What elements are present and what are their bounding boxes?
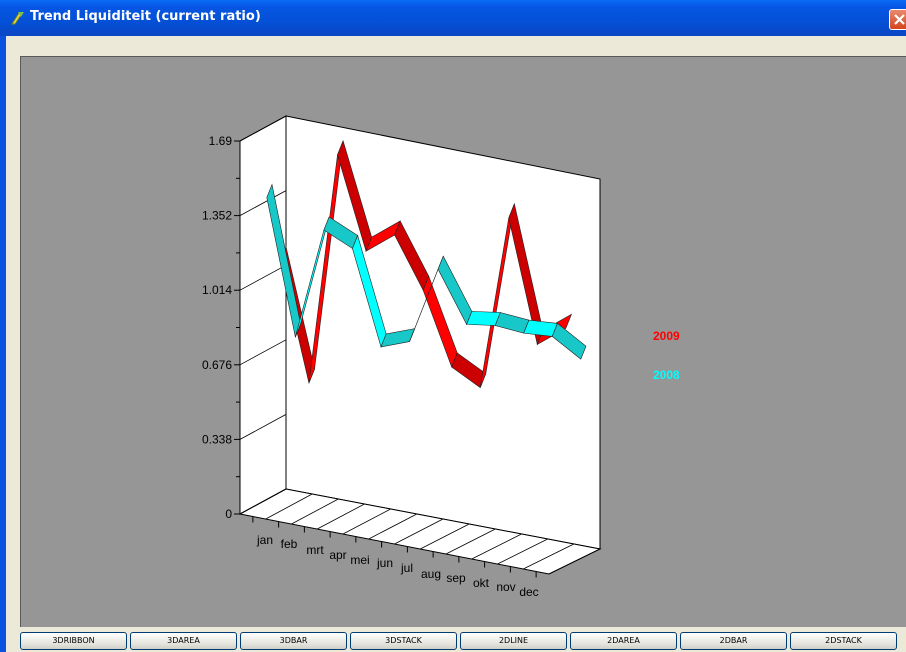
- ribbon-segment-2008: [466, 311, 501, 326]
- x-tick-label: mei: [350, 553, 369, 567]
- wall-grid-line: [239, 264, 287, 291]
- x-tick-label: feb: [281, 537, 298, 551]
- y-tick-label: 0.338: [202, 432, 232, 446]
- left-wall: [239, 115, 287, 515]
- wall-grid-line: [239, 488, 287, 515]
- y-tick-label: 1.69: [209, 134, 233, 148]
- y-tick-label: 1.352: [202, 209, 232, 223]
- floor-grid-line: [342, 508, 391, 535]
- x-tick-label: apr: [329, 548, 346, 562]
- wall-grid-line: [239, 190, 287, 216]
- wall-grid-line: [239, 414, 287, 440]
- ribbon-segment-2008: [551, 322, 587, 360]
- floor-grid-line: [445, 528, 496, 555]
- x-tick-label: sep: [446, 571, 466, 585]
- floor-grid-line: [394, 518, 444, 545]
- chart-type-button-3dribbon[interactable]: 3DRIBBON: [20, 632, 127, 650]
- ribbon-segment-2008: [523, 319, 558, 337]
- chart-type-button-2dstack[interactable]: 2DSTACK: [790, 632, 897, 650]
- chart-type-button-2dbar[interactable]: 2DBAR: [680, 632, 787, 650]
- window-frame: [0, 36, 6, 652]
- x-tick-label: jul: [400, 561, 413, 575]
- y-tick-label: 0: [225, 507, 232, 521]
- y-tick-label: 0.676: [202, 358, 232, 372]
- close-button[interactable]: [889, 9, 906, 30]
- close-icon: [894, 14, 905, 25]
- chart-type-button-3darea[interactable]: 3DAREA: [130, 632, 237, 650]
- floor-grid-line: [265, 493, 313, 520]
- floor-grid-line: [291, 498, 339, 525]
- x-tick-label: dec: [519, 585, 538, 599]
- floor-grid-line: [471, 533, 522, 560]
- chart-type-button-3dstack[interactable]: 3DSTACK: [350, 632, 457, 650]
- chart: 0 0.338 0.676 1.014 1.352 1.69 jan feb mrt apr mei…: [202, 115, 602, 599]
- chart-type-button-2darea[interactable]: 2DAREA: [570, 632, 677, 650]
- wall-grid-line: [239, 339, 287, 366]
- chart-type-toolbar: 3DRIBBON 3DAREA 3DBAR 3DSTACK 2DLINE 2DAREA 2D…: [20, 632, 906, 652]
- app-icon: [11, 12, 24, 25]
- x-tick-label: nov: [496, 580, 515, 594]
- floor-grid-line: [548, 548, 601, 575]
- window-title: Trend Liquiditeit (current ratio): [30, 9, 261, 24]
- x-tick-label: okt: [473, 576, 490, 590]
- floor-grid-line: [497, 538, 548, 565]
- chart-type-button-2dline[interactable]: 2DLINE: [460, 632, 567, 650]
- window-client: 0 0.338 0.676 1.014 1.352 1.69 jan feb mrt apr mei…: [6, 36, 906, 652]
- floor-grid-line: [523, 543, 575, 570]
- chart-type-button-3dbar[interactable]: 3DBAR: [240, 632, 347, 650]
- x-tick-label: mrt: [306, 543, 324, 557]
- x-tick-label: jun: [376, 556, 393, 570]
- chart-panel: 0 0.338 0.676 1.014 1.352 1.69 jan feb mrt apr mei…: [20, 56, 906, 627]
- floor-grid-line: [317, 503, 365, 530]
- x-tick-label: aug: [421, 567, 441, 581]
- floor-grid-line: [368, 513, 418, 540]
- legend-item-2009: 2009: [653, 329, 680, 343]
- legend-item-2008: 2008: [653, 368, 680, 382]
- y-tick-label: 1.014: [202, 283, 232, 297]
- title-bar: Trend Liquiditeit (current ratio): [0, 0, 906, 36]
- wall-grid-line: [239, 115, 287, 142]
- floor-grid-line: [420, 523, 470, 550]
- x-tick-label: jan: [256, 533, 273, 547]
